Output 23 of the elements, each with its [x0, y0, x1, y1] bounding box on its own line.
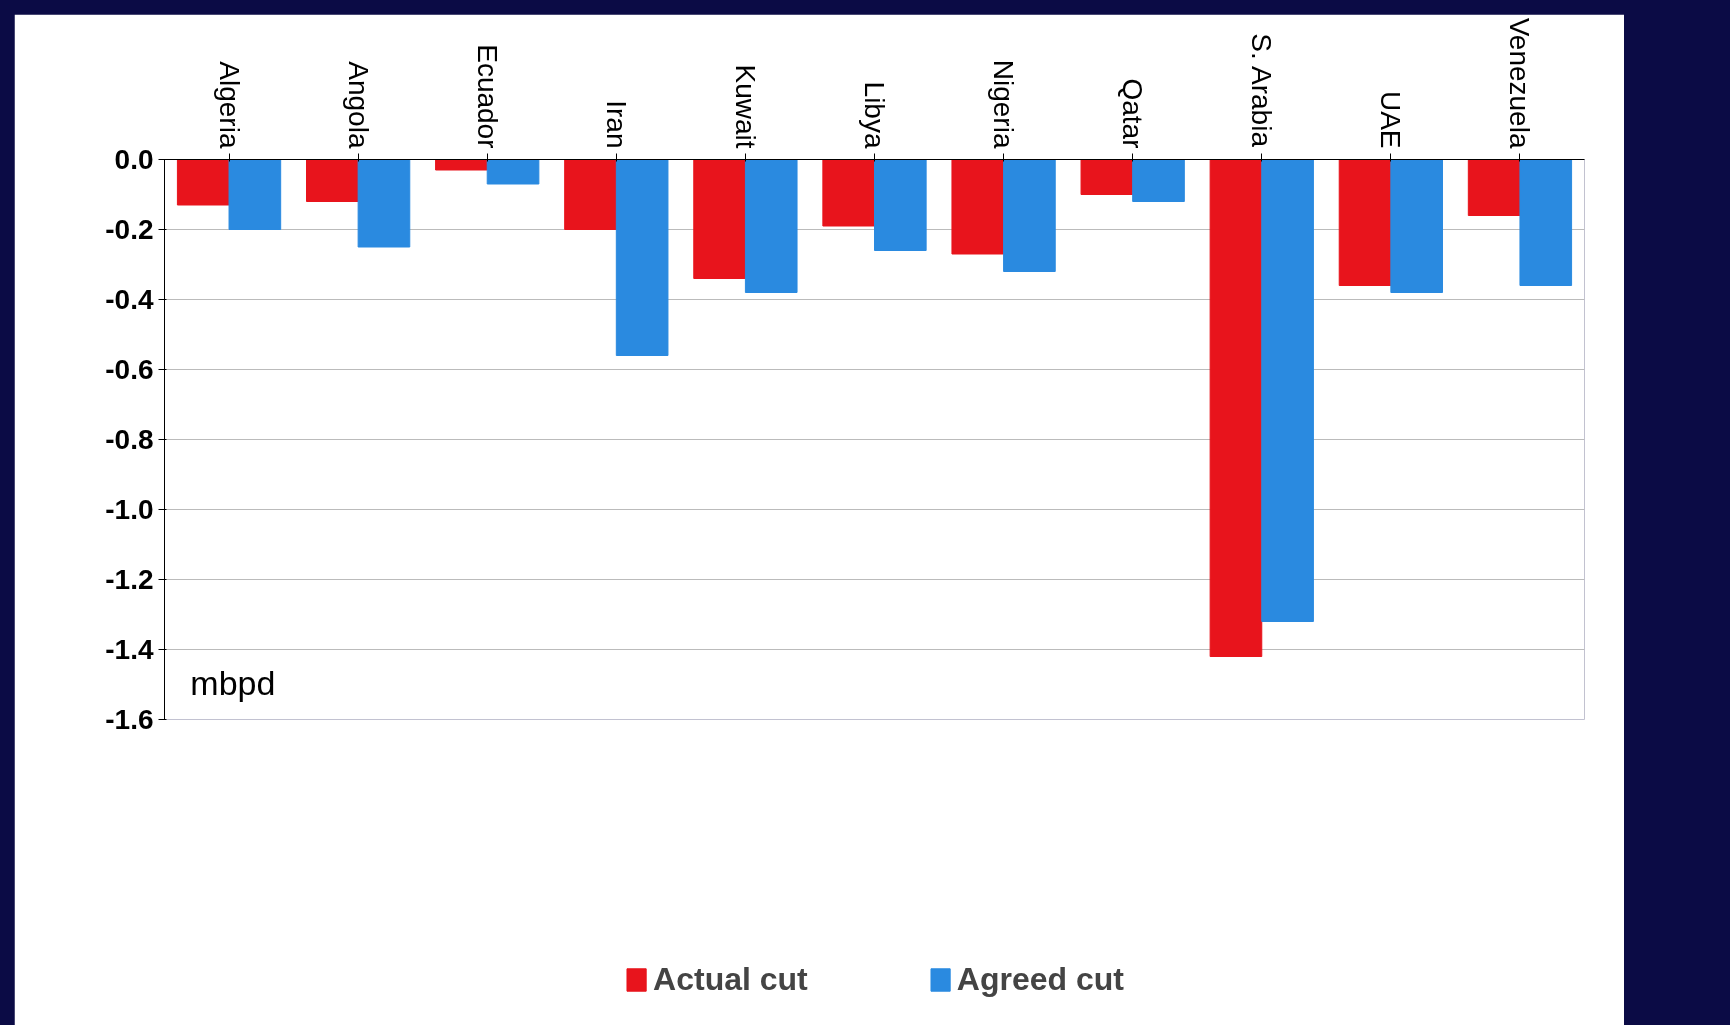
y-tick-label: -0.4: [105, 284, 154, 315]
y-tick-label: -1.6: [105, 704, 154, 735]
y-tick-label: 0.0: [114, 144, 154, 175]
x-tick-label: Iran: [600, 100, 632, 149]
x-tick-label: Algeria: [213, 61, 245, 149]
legend-label: Actual cut: [653, 960, 808, 998]
x-tick-label: Nigeria: [988, 59, 1020, 149]
y-tick-label: -0.8: [105, 424, 154, 455]
y-tick-label: -1.0: [105, 494, 154, 525]
x-tick-label: S. Arabia: [1246, 33, 1278, 148]
x-tick-label: Qatar: [1117, 78, 1149, 149]
y-tick-label: -0.2: [105, 214, 154, 245]
legend-label: Agreed cut: [956, 960, 1124, 998]
x-tick-label: UAE: [1375, 90, 1407, 149]
y-tick-label: -1.2: [105, 564, 154, 595]
y-tick-label: -0.6: [105, 354, 154, 385]
x-tick-label: Angola: [342, 61, 374, 149]
x-tick-label: Venezuela: [1504, 17, 1536, 149]
x-tick-label: Kuwait: [729, 64, 761, 149]
y-axis-title: mbpd: [190, 664, 276, 702]
x-tick-label: Libya: [859, 81, 890, 149]
y-tick-label: -1.4: [105, 634, 154, 665]
x-tick-label: Ecuador: [471, 44, 503, 149]
